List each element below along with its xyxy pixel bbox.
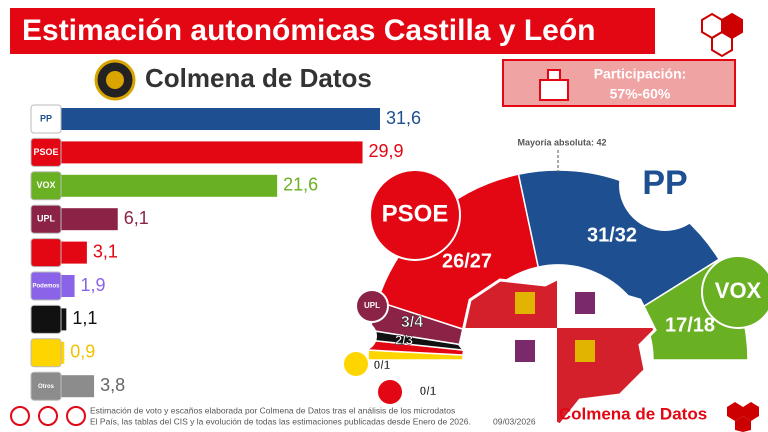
bar-chart: PP 31,6 PSOE 29,9 VOX 21,6 UPL 6,1 3,1 Podemos 1,9… xyxy=(30,104,421,401)
majority-label: Mayoría absoluta: 42 xyxy=(517,137,606,147)
bar xyxy=(55,141,363,164)
category-label: Otros xyxy=(38,384,55,390)
party-badge xyxy=(30,104,62,134)
seat-label: 0/1 xyxy=(374,358,391,372)
bar xyxy=(55,208,118,231)
party-logo-text: VOX xyxy=(715,278,762,303)
party-logo xyxy=(369,169,461,261)
footer-note: El País, las tablas del CIS y la evoluci… xyxy=(90,416,471,426)
seat-label: 0/1 xyxy=(420,384,437,398)
seat-label: 31/32 xyxy=(587,224,637,246)
footer-date: 09/03/2026 xyxy=(493,416,536,426)
category-label: PSOE xyxy=(33,147,58,157)
value-label: 29,9 xyxy=(369,141,404,161)
seat-label: 26/27 xyxy=(442,250,492,272)
bar xyxy=(55,174,278,197)
party-logo xyxy=(347,321,377,351)
seat-label: 2/3 xyxy=(395,332,413,347)
party-logo xyxy=(376,378,404,406)
bar xyxy=(55,375,95,398)
brand-name: Colmena de Datos xyxy=(145,63,372,93)
participation-label: Participación: xyxy=(594,66,687,82)
hemicycle-segment xyxy=(517,169,721,311)
license-icons xyxy=(10,406,86,426)
title-bar xyxy=(10,8,655,54)
footer-brand: Colmena de Datos xyxy=(559,404,707,423)
category-label: UPL xyxy=(37,214,56,224)
party-logo-text: PSOE xyxy=(382,200,449,227)
party-logo xyxy=(701,255,768,329)
party-badge xyxy=(30,137,62,167)
party-logo xyxy=(355,289,389,323)
party-badge xyxy=(30,238,62,268)
bar xyxy=(55,108,380,130)
party-badge xyxy=(30,371,62,401)
brand-logo-center xyxy=(106,71,124,89)
party-logo xyxy=(342,350,370,378)
ballot-box-icon xyxy=(539,69,569,101)
value-label: 1,9 xyxy=(81,275,106,295)
participation-value: 57%-60% xyxy=(610,86,671,102)
value-label: 6,1 xyxy=(124,208,149,228)
party-badge xyxy=(30,171,62,201)
value-label: 0,9 xyxy=(70,342,95,362)
footer-note: Estimación de voto y escaños elaborada p… xyxy=(90,405,455,415)
party-logo xyxy=(619,139,711,231)
party-logo-text: PP xyxy=(642,164,687,202)
value-label: 3,1 xyxy=(93,241,118,261)
bar xyxy=(55,241,87,264)
footer-hexagons xyxy=(727,402,759,432)
seat-label: 17/18 xyxy=(665,314,715,336)
value-label: 3,8 xyxy=(100,375,125,395)
value-label: 31,6 xyxy=(386,108,421,128)
value-label: 21,6 xyxy=(283,175,318,195)
party-badge xyxy=(30,304,62,334)
seat-label: 3/4 xyxy=(401,314,423,331)
category-label: VOX xyxy=(36,180,55,190)
category-label: PP xyxy=(40,113,52,123)
party-logo-text: UPL xyxy=(364,301,380,310)
party-badge xyxy=(30,204,62,234)
logo-hexagons xyxy=(701,12,743,58)
category-label: Podemos xyxy=(32,284,60,290)
title: Estimación autonómicas Castilla y León xyxy=(22,14,596,47)
party-badge xyxy=(30,271,62,301)
party-badge xyxy=(30,338,62,368)
hemicycle: PSOE PP VOX UPL 31/32 26/27 17/18 3/42/3 0/1 0/1 xyxy=(342,139,768,406)
value-label: 1,1 xyxy=(72,308,97,328)
